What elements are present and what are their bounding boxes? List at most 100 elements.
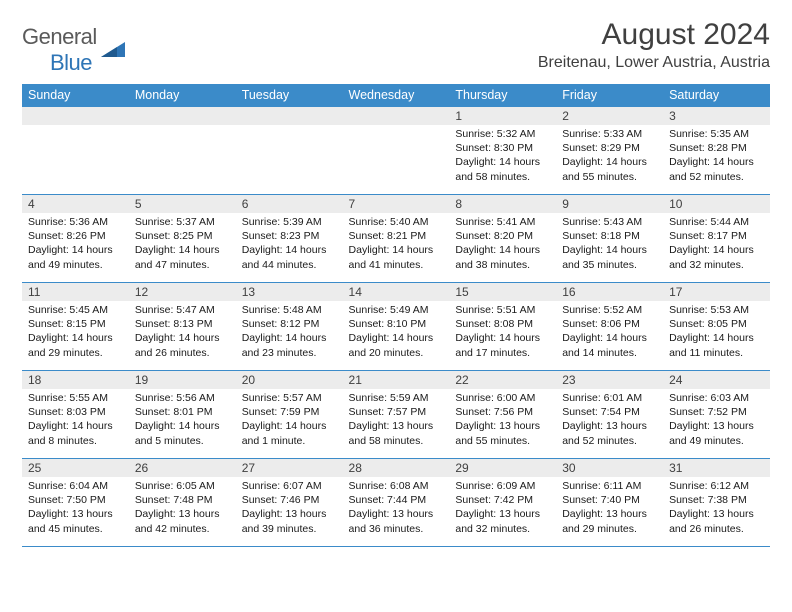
day-content: Sunrise: 6:05 AMSunset: 7:48 PMDaylight:… — [129, 477, 236, 540]
calendar-day-cell: 10Sunrise: 5:44 AMSunset: 8:17 PMDayligh… — [663, 195, 770, 283]
sunrise-text: Sunrise: 6:11 AM — [562, 479, 657, 493]
day-number: 1 — [449, 107, 556, 125]
day-content: Sunrise: 5:53 AMSunset: 8:05 PMDaylight:… — [663, 301, 770, 364]
day-content: Sunrise: 5:52 AMSunset: 8:06 PMDaylight:… — [556, 301, 663, 364]
empty-day — [22, 107, 129, 125]
sunrise-text: Sunrise: 5:40 AM — [349, 215, 444, 229]
day-number: 8 — [449, 195, 556, 213]
day-content: Sunrise: 6:04 AMSunset: 7:50 PMDaylight:… — [22, 477, 129, 540]
day-number: 27 — [236, 459, 343, 477]
weekday-header: Saturday — [663, 84, 770, 107]
calendar-day-cell: 23Sunrise: 6:01 AMSunset: 7:54 PMDayligh… — [556, 371, 663, 459]
day-number: 13 — [236, 283, 343, 301]
sunset-text: Sunset: 8:20 PM — [455, 229, 550, 243]
sunset-text: Sunset: 8:03 PM — [28, 405, 123, 419]
day-content: Sunrise: 5:37 AMSunset: 8:25 PMDaylight:… — [129, 213, 236, 276]
day-content: Sunrise: 6:09 AMSunset: 7:42 PMDaylight:… — [449, 477, 556, 540]
month-title: August 2024 — [538, 18, 770, 52]
logo-part1: General — [22, 24, 97, 49]
calendar-week-row: 4Sunrise: 5:36 AMSunset: 8:26 PMDaylight… — [22, 195, 770, 283]
sunset-text: Sunset: 7:48 PM — [135, 493, 230, 507]
daylight-text: Daylight: 14 hours and 32 minutes. — [669, 243, 764, 271]
day-number: 29 — [449, 459, 556, 477]
daylight-text: Daylight: 14 hours and 5 minutes. — [135, 419, 230, 447]
daylight-text: Daylight: 13 hours and 55 minutes. — [455, 419, 550, 447]
day-number: 16 — [556, 283, 663, 301]
day-content: Sunrise: 5:48 AMSunset: 8:12 PMDaylight:… — [236, 301, 343, 364]
daylight-text: Daylight: 14 hours and 58 minutes. — [455, 155, 550, 183]
calendar-day-cell: 8Sunrise: 5:41 AMSunset: 8:20 PMDaylight… — [449, 195, 556, 283]
weekday-header: Friday — [556, 84, 663, 107]
calendar-day-cell — [22, 107, 129, 195]
day-number: 24 — [663, 371, 770, 389]
sunrise-text: Sunrise: 6:01 AM — [562, 391, 657, 405]
sunset-text: Sunset: 8:18 PM — [562, 229, 657, 243]
calendar-day-cell: 5Sunrise: 5:37 AMSunset: 8:25 PMDaylight… — [129, 195, 236, 283]
calendar-day-cell: 18Sunrise: 5:55 AMSunset: 8:03 PMDayligh… — [22, 371, 129, 459]
day-content: Sunrise: 5:47 AMSunset: 8:13 PMDaylight:… — [129, 301, 236, 364]
daylight-text: Daylight: 14 hours and 20 minutes. — [349, 331, 444, 359]
day-number: 7 — [343, 195, 450, 213]
sunrise-text: Sunrise: 6:03 AM — [669, 391, 764, 405]
calendar-day-cell: 16Sunrise: 5:52 AMSunset: 8:06 PMDayligh… — [556, 283, 663, 371]
daylight-text: Daylight: 13 hours and 32 minutes. — [455, 507, 550, 535]
day-number: 15 — [449, 283, 556, 301]
empty-day — [129, 107, 236, 125]
daylight-text: Daylight: 13 hours and 29 minutes. — [562, 507, 657, 535]
day-content: Sunrise: 5:33 AMSunset: 8:29 PMDaylight:… — [556, 125, 663, 188]
day-number: 28 — [343, 459, 450, 477]
calendar-day-cell — [343, 107, 450, 195]
calendar-day-cell: 3Sunrise: 5:35 AMSunset: 8:28 PMDaylight… — [663, 107, 770, 195]
day-number: 3 — [663, 107, 770, 125]
day-number: 25 — [22, 459, 129, 477]
day-number: 23 — [556, 371, 663, 389]
day-content: Sunrise: 6:11 AMSunset: 7:40 PMDaylight:… — [556, 477, 663, 540]
daylight-text: Daylight: 13 hours and 42 minutes. — [135, 507, 230, 535]
sunrise-text: Sunrise: 5:57 AM — [242, 391, 337, 405]
daylight-text: Daylight: 14 hours and 41 minutes. — [349, 243, 444, 271]
sunrise-text: Sunrise: 5:39 AM — [242, 215, 337, 229]
daylight-text: Daylight: 13 hours and 39 minutes. — [242, 507, 337, 535]
daylight-text: Daylight: 14 hours and 17 minutes. — [455, 331, 550, 359]
sunrise-text: Sunrise: 5:52 AM — [562, 303, 657, 317]
day-number: 4 — [22, 195, 129, 213]
day-content: Sunrise: 5:59 AMSunset: 7:57 PMDaylight:… — [343, 389, 450, 452]
day-content: Sunrise: 5:51 AMSunset: 8:08 PMDaylight:… — [449, 301, 556, 364]
sunset-text: Sunset: 8:06 PM — [562, 317, 657, 331]
calendar-page: General Blue August 2024 Breitenau, Lowe… — [0, 0, 792, 557]
day-content: Sunrise: 5:49 AMSunset: 8:10 PMDaylight:… — [343, 301, 450, 364]
sunset-text: Sunset: 8:15 PM — [28, 317, 123, 331]
daylight-text: Daylight: 13 hours and 45 minutes. — [28, 507, 123, 535]
day-number: 19 — [129, 371, 236, 389]
daylight-text: Daylight: 14 hours and 23 minutes. — [242, 331, 337, 359]
sunrise-text: Sunrise: 5:47 AM — [135, 303, 230, 317]
sunset-text: Sunset: 7:38 PM — [669, 493, 764, 507]
calendar-day-cell: 2Sunrise: 5:33 AMSunset: 8:29 PMDaylight… — [556, 107, 663, 195]
sunset-text: Sunset: 8:10 PM — [349, 317, 444, 331]
day-number: 10 — [663, 195, 770, 213]
sunrise-text: Sunrise: 5:51 AM — [455, 303, 550, 317]
sunrise-text: Sunrise: 6:04 AM — [28, 479, 123, 493]
day-number: 30 — [556, 459, 663, 477]
calendar-day-cell: 22Sunrise: 6:00 AMSunset: 7:56 PMDayligh… — [449, 371, 556, 459]
day-content: Sunrise: 6:08 AMSunset: 7:44 PMDaylight:… — [343, 477, 450, 540]
sunrise-text: Sunrise: 5:45 AM — [28, 303, 123, 317]
daylight-text: Daylight: 14 hours and 35 minutes. — [562, 243, 657, 271]
sunset-text: Sunset: 7:46 PM — [242, 493, 337, 507]
logo-text: General Blue — [22, 24, 97, 76]
weekday-header: Thursday — [449, 84, 556, 107]
daylight-text: Daylight: 14 hours and 11 minutes. — [669, 331, 764, 359]
sunrise-text: Sunrise: 5:37 AM — [135, 215, 230, 229]
weekday-header: Tuesday — [236, 84, 343, 107]
header: General Blue August 2024 Breitenau, Lowe… — [22, 18, 770, 76]
sunset-text: Sunset: 7:57 PM — [349, 405, 444, 419]
day-content: Sunrise: 5:36 AMSunset: 8:26 PMDaylight:… — [22, 213, 129, 276]
day-number: 31 — [663, 459, 770, 477]
daylight-text: Daylight: 14 hours and 49 minutes. — [28, 243, 123, 271]
calendar-week-row: 25Sunrise: 6:04 AMSunset: 7:50 PMDayligh… — [22, 459, 770, 547]
calendar-week-row: 1Sunrise: 5:32 AMSunset: 8:30 PMDaylight… — [22, 107, 770, 195]
daylight-text: Daylight: 13 hours and 49 minutes. — [669, 419, 764, 447]
sunset-text: Sunset: 8:28 PM — [669, 141, 764, 155]
day-content: Sunrise: 5:32 AMSunset: 8:30 PMDaylight:… — [449, 125, 556, 188]
sunset-text: Sunset: 7:54 PM — [562, 405, 657, 419]
